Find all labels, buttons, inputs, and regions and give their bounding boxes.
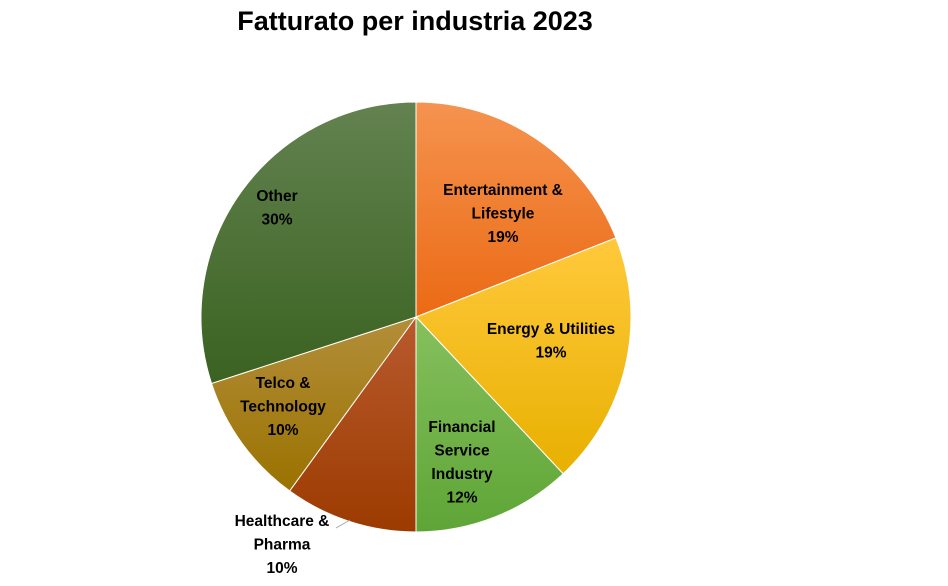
slice-label-4: Healthcare & Pharma 10% <box>235 513 330 577</box>
slice-label-2: Energy & Utilities 19% <box>487 321 615 362</box>
pie-slice-5 <box>210 316 418 492</box>
pie-slice-4 <box>288 315 417 533</box>
slice-label-6: Other 30% <box>256 188 297 229</box>
leader-line-4 <box>335 519 351 529</box>
slice-percent: 19% <box>487 229 518 246</box>
slice-name-line: Industry <box>431 466 493 483</box>
slice-percent: 10% <box>267 422 298 439</box>
slice-percent: 10% <box>266 560 297 577</box>
slice-name-line: Financial <box>428 419 495 436</box>
slice-name-line: Technology <box>240 399 326 416</box>
slice-percent: 19% <box>535 345 566 362</box>
slice-label-1: Entertainment & Lifestyle 19% <box>443 182 563 246</box>
slice-label-5: Telco & Technology 10% <box>240 375 326 439</box>
slice-name-line: Healthcare & <box>235 513 330 530</box>
pie-slices <box>200 101 632 533</box>
slice-percent: 12% <box>446 490 477 507</box>
chart-title: Fatturato per industria 2023 <box>237 6 593 36</box>
pie-slice-1 <box>415 101 617 318</box>
slice-name-line: Entertainment & <box>443 182 563 199</box>
slice-name-line: Energy & Utilities <box>487 321 615 338</box>
pie-slice-3 <box>415 315 564 533</box>
slice-name-line: Telco & <box>256 375 311 392</box>
pie-leader-lines <box>335 519 351 529</box>
slice-name-line: Lifestyle <box>472 206 535 223</box>
slice-name-line: Other <box>256 188 297 205</box>
pie-slice-2 <box>415 237 632 475</box>
slice-name-line: Service <box>434 443 490 460</box>
slice-label-3: Financial Service Industry 12% <box>428 419 495 507</box>
slice-percent: 30% <box>261 212 292 229</box>
pie-slice-6 <box>200 101 417 385</box>
pie-labels: Entertainment & Lifestyle 19%Energy & Util… <box>235 182 616 577</box>
slice-name-line: Pharma <box>254 537 311 554</box>
